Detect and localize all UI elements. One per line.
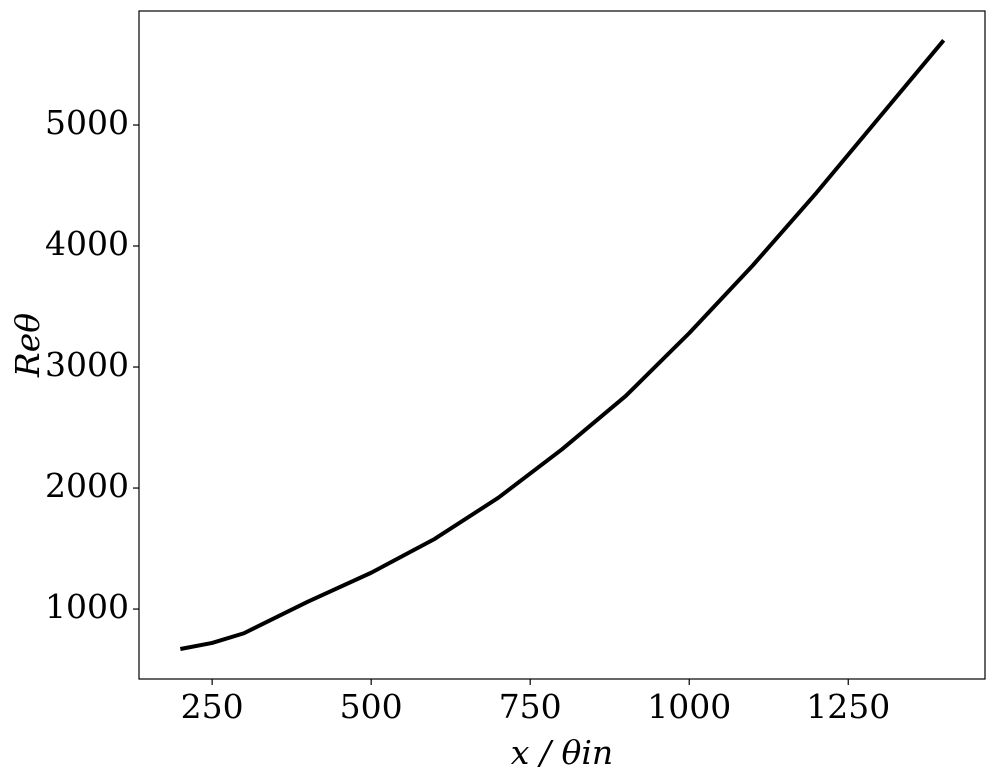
x-tick-label: 1000: [647, 687, 731, 726]
y-tick-label: 1000: [45, 587, 129, 626]
x-tick-label: 250: [181, 687, 244, 726]
x-tick-label: 500: [340, 687, 403, 726]
line-series: [179, 39, 946, 651]
x-axis-title: x / θin: [511, 733, 613, 772]
y-tick-label: 2000: [45, 466, 129, 505]
y-axis-title: Reθ: [8, 313, 47, 378]
y-tick-label: 4000: [45, 224, 129, 263]
x-tick-label: 1250: [806, 687, 890, 726]
y-tick-label: 3000: [45, 345, 129, 384]
y-tick-label: 5000: [45, 103, 129, 142]
plot-frame: [138, 10, 986, 680]
x-tick-label: 750: [499, 687, 562, 726]
